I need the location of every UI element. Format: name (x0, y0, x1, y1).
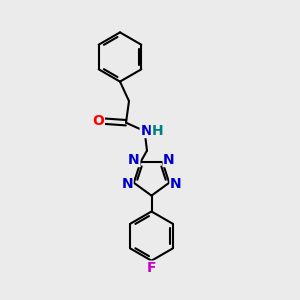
Text: N: N (128, 153, 140, 166)
Text: H: H (152, 124, 163, 137)
Text: N: N (122, 177, 133, 191)
Text: F: F (147, 261, 156, 275)
Text: O: O (92, 114, 104, 128)
Text: N: N (170, 177, 182, 191)
Text: N: N (140, 124, 152, 137)
Text: N: N (163, 153, 175, 166)
